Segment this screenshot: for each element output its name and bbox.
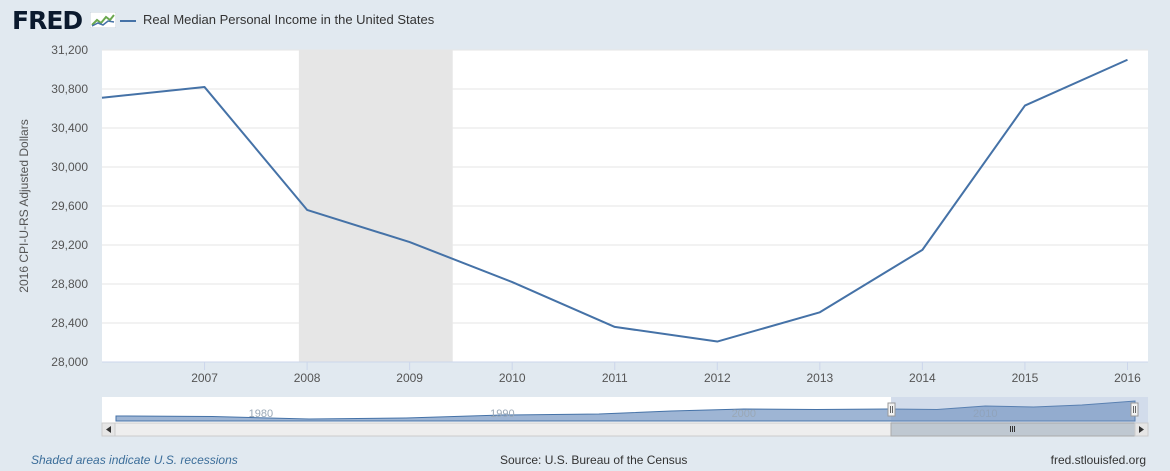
scrollbar-right-arrow[interactable] [1134,422,1149,437]
x-tick-label: 2010 [499,371,526,385]
legend-line-swatch [120,20,136,22]
range-navigator[interactable]: 1980 1990 2000 2010 [102,397,1148,423]
x-tick-label: 2012 [704,371,731,385]
data-point[interactable] [510,280,515,285]
x-tick-label: 2013 [806,371,833,385]
series-layer [100,57,1130,344]
y-tick-label: 28,400 [51,316,88,330]
legend-label[interactable]: Real Median Personal Income in the Unite… [143,12,435,27]
navigator-labels: 1980 1990 2000 2010 [249,408,998,420]
fred-logo[interactable]: FRED [12,6,83,35]
navigator-right-handle[interactable] [1130,402,1139,417]
y-tick-label: 30,800 [51,82,88,96]
navigator-scrollbar[interactable] [101,422,1149,437]
y-tick-label: 29,200 [51,238,88,252]
data-point[interactable] [1022,103,1027,108]
navigator-left-handle[interactable] [887,402,896,417]
data-point[interactable] [202,85,207,90]
x-axis-ticks: 2007 2008 2009 2010 2011 2012 2013 2014 2015 2016 [191,362,1141,385]
y-tick-label: 31,200 [51,43,88,57]
x-tick-label: 2011 [602,371,628,385]
data-point[interactable] [612,324,617,329]
y-tick-label: 30,000 [51,160,88,174]
navigator-selected-window[interactable] [891,397,1148,423]
data-point[interactable] [305,207,310,212]
x-tick-label: 2009 [396,371,423,385]
grid-layer [102,49,1148,363]
navigator-year-label: 1980 [249,408,273,420]
y-tick-label: 28,000 [51,355,88,369]
navigator-year-label: 1990 [490,408,514,420]
navigator-year-label: 2010 [973,408,997,420]
fred-graph-icon [90,12,116,28]
site-url-link[interactable]: fred.stlouisfed.org [1050,453,1146,467]
chart-header: FRED Real Median Personal Income in the … [0,0,1170,42]
data-point[interactable] [407,240,412,245]
x-tick-label: 2016 [1114,371,1141,385]
data-point[interactable] [817,310,822,315]
y-tick-label: 28,800 [51,277,88,291]
scrollbar-grip-icon [1010,426,1015,432]
x-tick-label: 2007 [191,371,218,385]
data-point[interactable] [715,339,720,344]
navigator-series-layer [115,400,1136,422]
y-tick-label: 30,400 [51,121,88,135]
source-note: Source: U.S. Bureau of the Census [500,453,688,467]
data-point[interactable] [100,95,105,100]
data-point[interactable] [1125,57,1130,62]
recession-note-link[interactable]: Shaded areas indicate U.S. recessions [31,453,238,467]
x-tick-label: 2014 [909,371,936,385]
navigator-series-area [115,400,1136,422]
y-axis-label: 2016 CPI-U-RS Adjusted Dollars [17,119,31,292]
y-tick-label: 29,600 [51,199,88,213]
data-point[interactable] [920,247,925,252]
navigator-year-label: 2000 [732,408,756,420]
x-tick-label: 2015 [1012,371,1039,385]
scrollbar-left-arrow[interactable] [101,422,116,437]
series-line[interactable] [101,58,1128,343]
x-tick-label: 2008 [294,371,321,385]
y-axis-ticks: 28,000 28,400 28,800 29,200 29,600 30,000 30,4… [51,43,88,369]
